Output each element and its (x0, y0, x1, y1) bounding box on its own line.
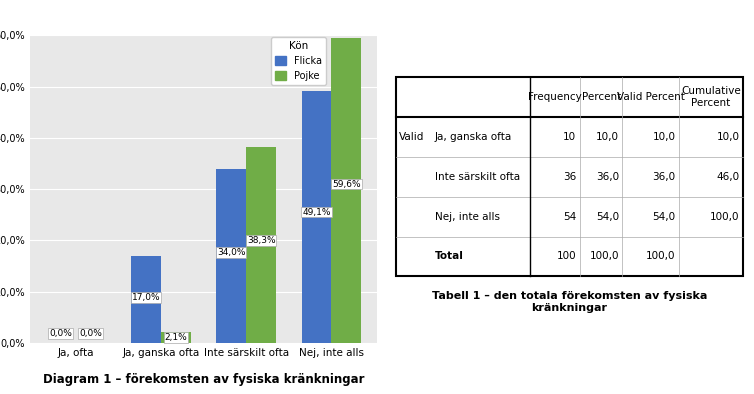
Text: 17,0%: 17,0% (132, 293, 161, 302)
Text: 100,0: 100,0 (710, 212, 740, 221)
Text: 0,0%: 0,0% (50, 329, 72, 338)
Text: 100,0: 100,0 (590, 251, 619, 262)
Text: 10,0: 10,0 (596, 132, 619, 142)
Text: 54: 54 (563, 212, 576, 221)
Text: 38,3%: 38,3% (247, 236, 275, 245)
Text: 54,0: 54,0 (652, 212, 676, 221)
Bar (161, 332, 191, 343)
Text: 36,0: 36,0 (596, 172, 619, 182)
Text: Total: Total (434, 251, 464, 262)
Text: Valid: Valid (399, 132, 425, 142)
Text: Valid Percent: Valid Percent (617, 92, 685, 102)
Bar (131, 256, 161, 343)
Text: 10,0: 10,0 (652, 132, 676, 142)
Text: 100,0: 100,0 (646, 251, 676, 262)
Text: Tabell 1 – den totala förekomsten av fysiska
kränkningar: Tabell 1 – den totala förekomsten av fys… (431, 291, 707, 312)
Text: Cumulative
Percent: Cumulative Percent (681, 86, 741, 108)
Bar (216, 169, 247, 343)
Text: 36,0: 36,0 (652, 172, 676, 182)
Text: 46,0: 46,0 (716, 172, 740, 182)
Bar (302, 91, 332, 343)
Text: Frequency: Frequency (529, 92, 582, 102)
Bar (332, 37, 361, 343)
Text: Ja, ganska ofta: Ja, ganska ofta (434, 132, 512, 142)
Text: Inte särskilt ofta: Inte särskilt ofta (434, 172, 520, 182)
Text: 54,0: 54,0 (596, 212, 619, 221)
Text: 2,1%: 2,1% (164, 333, 187, 342)
Text: 36: 36 (563, 172, 576, 182)
Text: 10: 10 (563, 132, 576, 142)
Text: 10,0: 10,0 (716, 132, 740, 142)
Text: Nej, inte alls: Nej, inte alls (434, 212, 500, 221)
Text: Diagram 1 – förekomsten av fysiska kränkningar: Diagram 1 – förekomsten av fysiska kränk… (43, 373, 364, 386)
Text: 49,1%: 49,1% (302, 208, 331, 217)
Text: 100: 100 (556, 251, 576, 262)
Legend: Flicka, Pojke: Flicka, Pojke (271, 37, 326, 85)
Text: 59,6%: 59,6% (332, 180, 360, 189)
Bar (247, 147, 276, 343)
Text: 34,0%: 34,0% (217, 248, 246, 257)
Text: Percent: Percent (581, 92, 621, 102)
Text: 0,0%: 0,0% (79, 329, 102, 338)
FancyBboxPatch shape (396, 77, 743, 277)
